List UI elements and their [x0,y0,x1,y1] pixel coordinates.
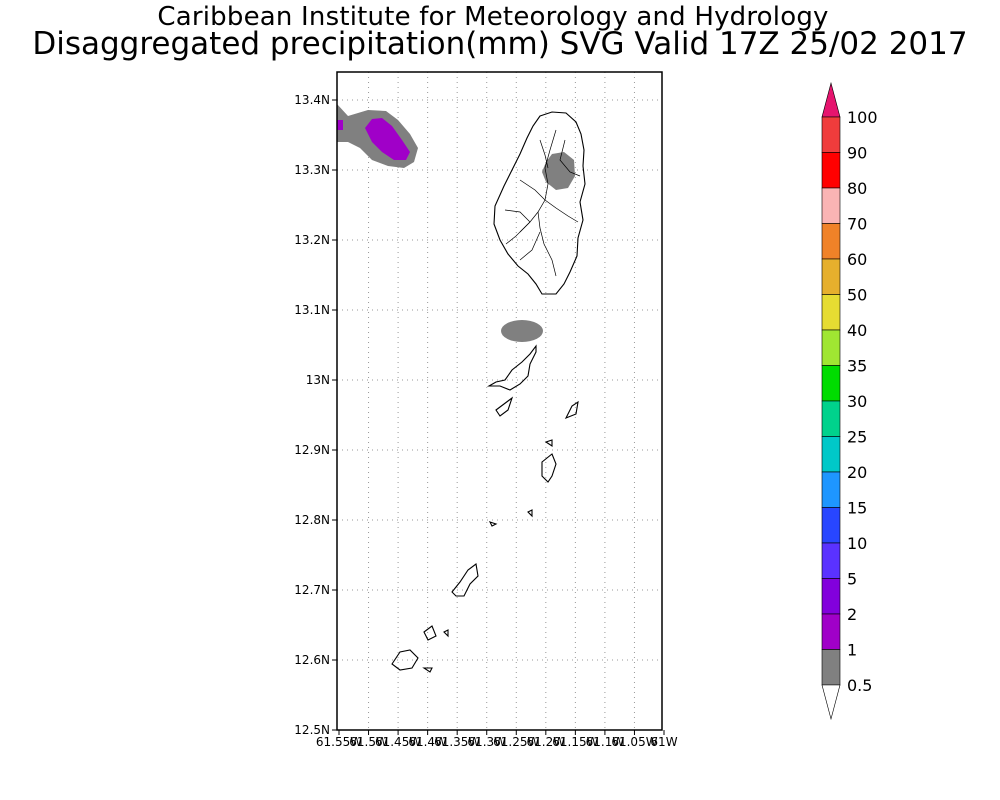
colorbar-label: 70 [847,215,867,234]
colorbar-label: 40 [847,321,867,340]
lat-tick-label: 12.9N [294,443,330,457]
lon-tick-label: 61.15W [552,735,598,749]
colorbar-segment [821,542,841,579]
island-saint-vincent [493,111,586,295]
lon-tick-label: 61.55W [316,735,362,749]
map-frame [336,71,663,731]
precip-area-purple-edge [337,120,343,130]
saint-vincent-rivers [504,129,581,277]
colorbar-label: 0.5 [847,676,872,695]
colorbar-segment [821,436,841,473]
lon-tick-label: 61.3W [467,735,506,749]
colorbar-segment [821,116,841,153]
lon-tick-label: 61.4W [408,735,447,749]
lon-tick-label: 61.5W [349,735,388,749]
lon-tick-label: 61.25W [493,735,539,749]
latitude-axis: 13.4N 13.3N 13.2N 13.1N 13N 12.9N 12.8N 12.7N 12… [294,93,337,737]
map-gridlines [337,72,662,730]
colorbar-label: 5 [847,570,857,589]
precip-area-gray-stvincent [542,152,575,190]
lon-tick-label: 61.05W [611,735,657,749]
precip-shading [337,104,575,342]
island-small-3 [544,439,553,448]
island-canouan [541,453,557,483]
lat-tick-label: 13.4N [294,93,330,107]
island-union [451,563,479,597]
page-subtitle: Disaggregated precipitation(mm) SVG Vali… [32,26,968,62]
colorbar-segment [821,258,841,295]
colorbar-segment [821,613,841,650]
page-title: Caribbean Institute for Meteorology and … [157,2,829,32]
precip-area-purple-northwest [365,118,410,160]
island-small-5 [488,521,498,527]
lon-tick-label: 61.35W [434,735,480,749]
island-small-2 [564,400,579,420]
colorbar-label: 35 [847,357,867,376]
colorbar-label: 50 [847,286,867,305]
coastlines [391,111,586,673]
colorbar-segment [821,223,841,260]
colorbar-label: 20 [847,463,867,482]
island-small-6 [422,667,433,673]
precip-area-gray-south [501,320,543,342]
lat-tick-label: 12.6N [294,653,330,667]
colorbar-label: 2 [847,605,857,624]
colorbar-segment [821,649,841,686]
lat-tick-label: 12.5N [294,723,330,737]
colorbar-label: 25 [847,428,867,447]
colorbar-label: 15 [847,499,867,518]
lat-tick-label: 13.1N [294,303,330,317]
island-bequia [486,344,537,391]
colorbar-segment [821,187,841,224]
island-carriacou-area-2 [443,629,449,638]
colorbar-segment [821,152,841,189]
lat-tick-label: 12.8N [294,513,330,527]
colorbar-segment [821,365,841,402]
colorbar-segment [821,471,841,508]
lon-tick-label: 61W [650,735,677,749]
lon-tick-label: 61.1W [586,735,625,749]
colorbar-label: 1 [847,641,857,660]
lat-tick-label: 13.3N [294,163,330,177]
lon-tick-label: 61.45W [375,735,421,749]
lat-tick-label: 13N [306,373,330,387]
colorbar-label: 80 [847,179,867,198]
colorbar-segment [821,684,841,721]
colorbar-label: 10 [847,534,867,553]
island-small-4 [527,509,533,518]
lat-tick-label: 12.7N [294,583,330,597]
lon-tick-label: 61.2W [527,735,566,749]
island-carriacou-area-1 [423,625,437,641]
colorbar-segment [821,294,841,331]
colorbar-segment [821,578,841,615]
colorbar-segment [821,400,841,437]
colorbar-label: 30 [847,392,867,411]
colorbar-label: 60 [847,250,867,269]
colorbar-label: 90 [847,144,867,163]
colorbar-segment [821,329,841,366]
longitude-axis: 61.55W61.5W61.45W61.4W61.35W61.3W61.25W6… [316,730,678,749]
lat-tick-label: 13.2N [294,233,330,247]
island-carriacou [391,649,419,671]
colorbar-segment [821,81,841,118]
island-small-1 [495,396,514,417]
colorbar-label: 100 [847,108,878,127]
colorbar-segment [821,507,841,544]
